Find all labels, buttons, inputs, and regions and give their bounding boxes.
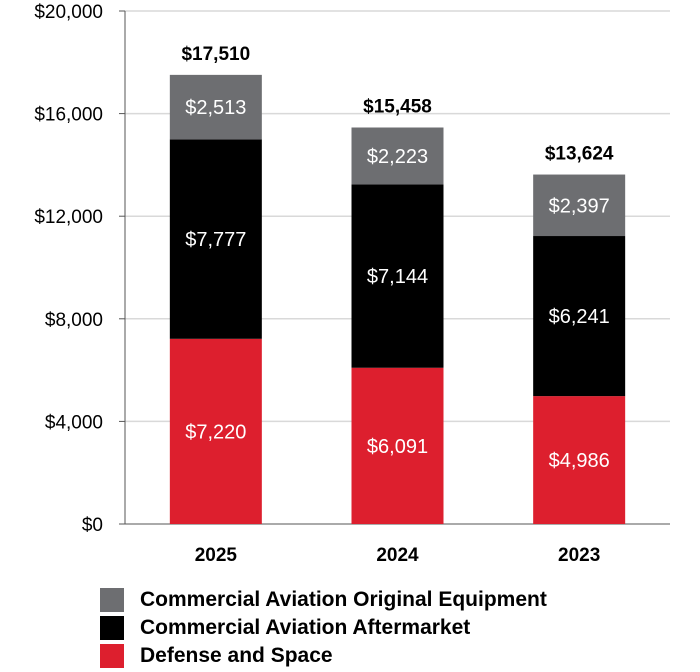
bar-segment-aftermarket-2025 <box>169 139 262 339</box>
legend-label-defense-and-space: Defense and Space <box>140 644 333 667</box>
data-label-defense-and-space-2024: $6,091 <box>367 436 428 458</box>
data-label-defense-and-space-2023: $4,986 <box>549 450 610 472</box>
bar-segment-aftermarket-2024 <box>351 184 444 368</box>
total-label-2025: $17,510 <box>181 44 250 65</box>
data-label-aftermarket-2023: $6,241 <box>549 306 610 328</box>
bar-segment-original-equipment-2024 <box>351 127 444 185</box>
y-tick-label: $4,000 <box>45 412 103 433</box>
data-label-original-equipment-2025: $2,513 <box>185 97 246 119</box>
chart-legend: Commercial Aviation Original Equipment C… <box>100 586 547 670</box>
y-tick-label: $20,000 <box>34 2 103 23</box>
data-label-original-equipment-2023: $2,397 <box>549 195 610 217</box>
bar-segment-aftermarket-2023 <box>533 236 626 397</box>
data-label-aftermarket-2024: $7,144 <box>367 266 428 288</box>
data-label-defense-and-space-2025: $7,220 <box>185 421 246 443</box>
total-label-2024: $15,458 <box>363 97 432 118</box>
y-tick-label: $8,000 <box>45 310 103 331</box>
legend-item-original-equipment: Commercial Aviation Original Equipment <box>100 586 547 614</box>
total-label-2023: $13,624 <box>545 144 614 165</box>
legend-item-aftermarket: Commercial Aviation Aftermarket <box>100 614 547 642</box>
legend-label-original-equipment: Commercial Aviation Original Equipment <box>140 588 547 611</box>
x-tick-label-2025: 2025 <box>195 545 238 566</box>
y-tick-label: $16,000 <box>34 105 103 126</box>
bar-segment-original-equipment-2023 <box>533 174 626 237</box>
bar-segment-defense-and-space-2024 <box>351 367 444 524</box>
bar-segment-defense-and-space-2025 <box>169 338 262 524</box>
legend-label-aftermarket: Commercial Aviation Aftermarket <box>140 616 471 639</box>
data-label-original-equipment-2024: $2,223 <box>367 146 428 168</box>
data-label-aftermarket-2025: $7,777 <box>185 229 246 251</box>
legend-swatch-defense-and-space <box>100 644 124 668</box>
legend-item-defense-and-space: Defense and Space <box>100 642 547 670</box>
x-tick-label-2023: 2023 <box>558 545 600 566</box>
x-tick-label-2024: 2024 <box>376 545 419 566</box>
legend-swatch-original-equipment <box>100 588 124 612</box>
bar-segment-defense-and-space-2023 <box>533 396 626 524</box>
legend-swatch-aftermarket <box>100 616 124 640</box>
y-tick-label: $12,000 <box>34 207 103 228</box>
y-tick-label: $0 <box>82 515 103 536</box>
bar-segment-original-equipment-2025 <box>169 74 262 140</box>
